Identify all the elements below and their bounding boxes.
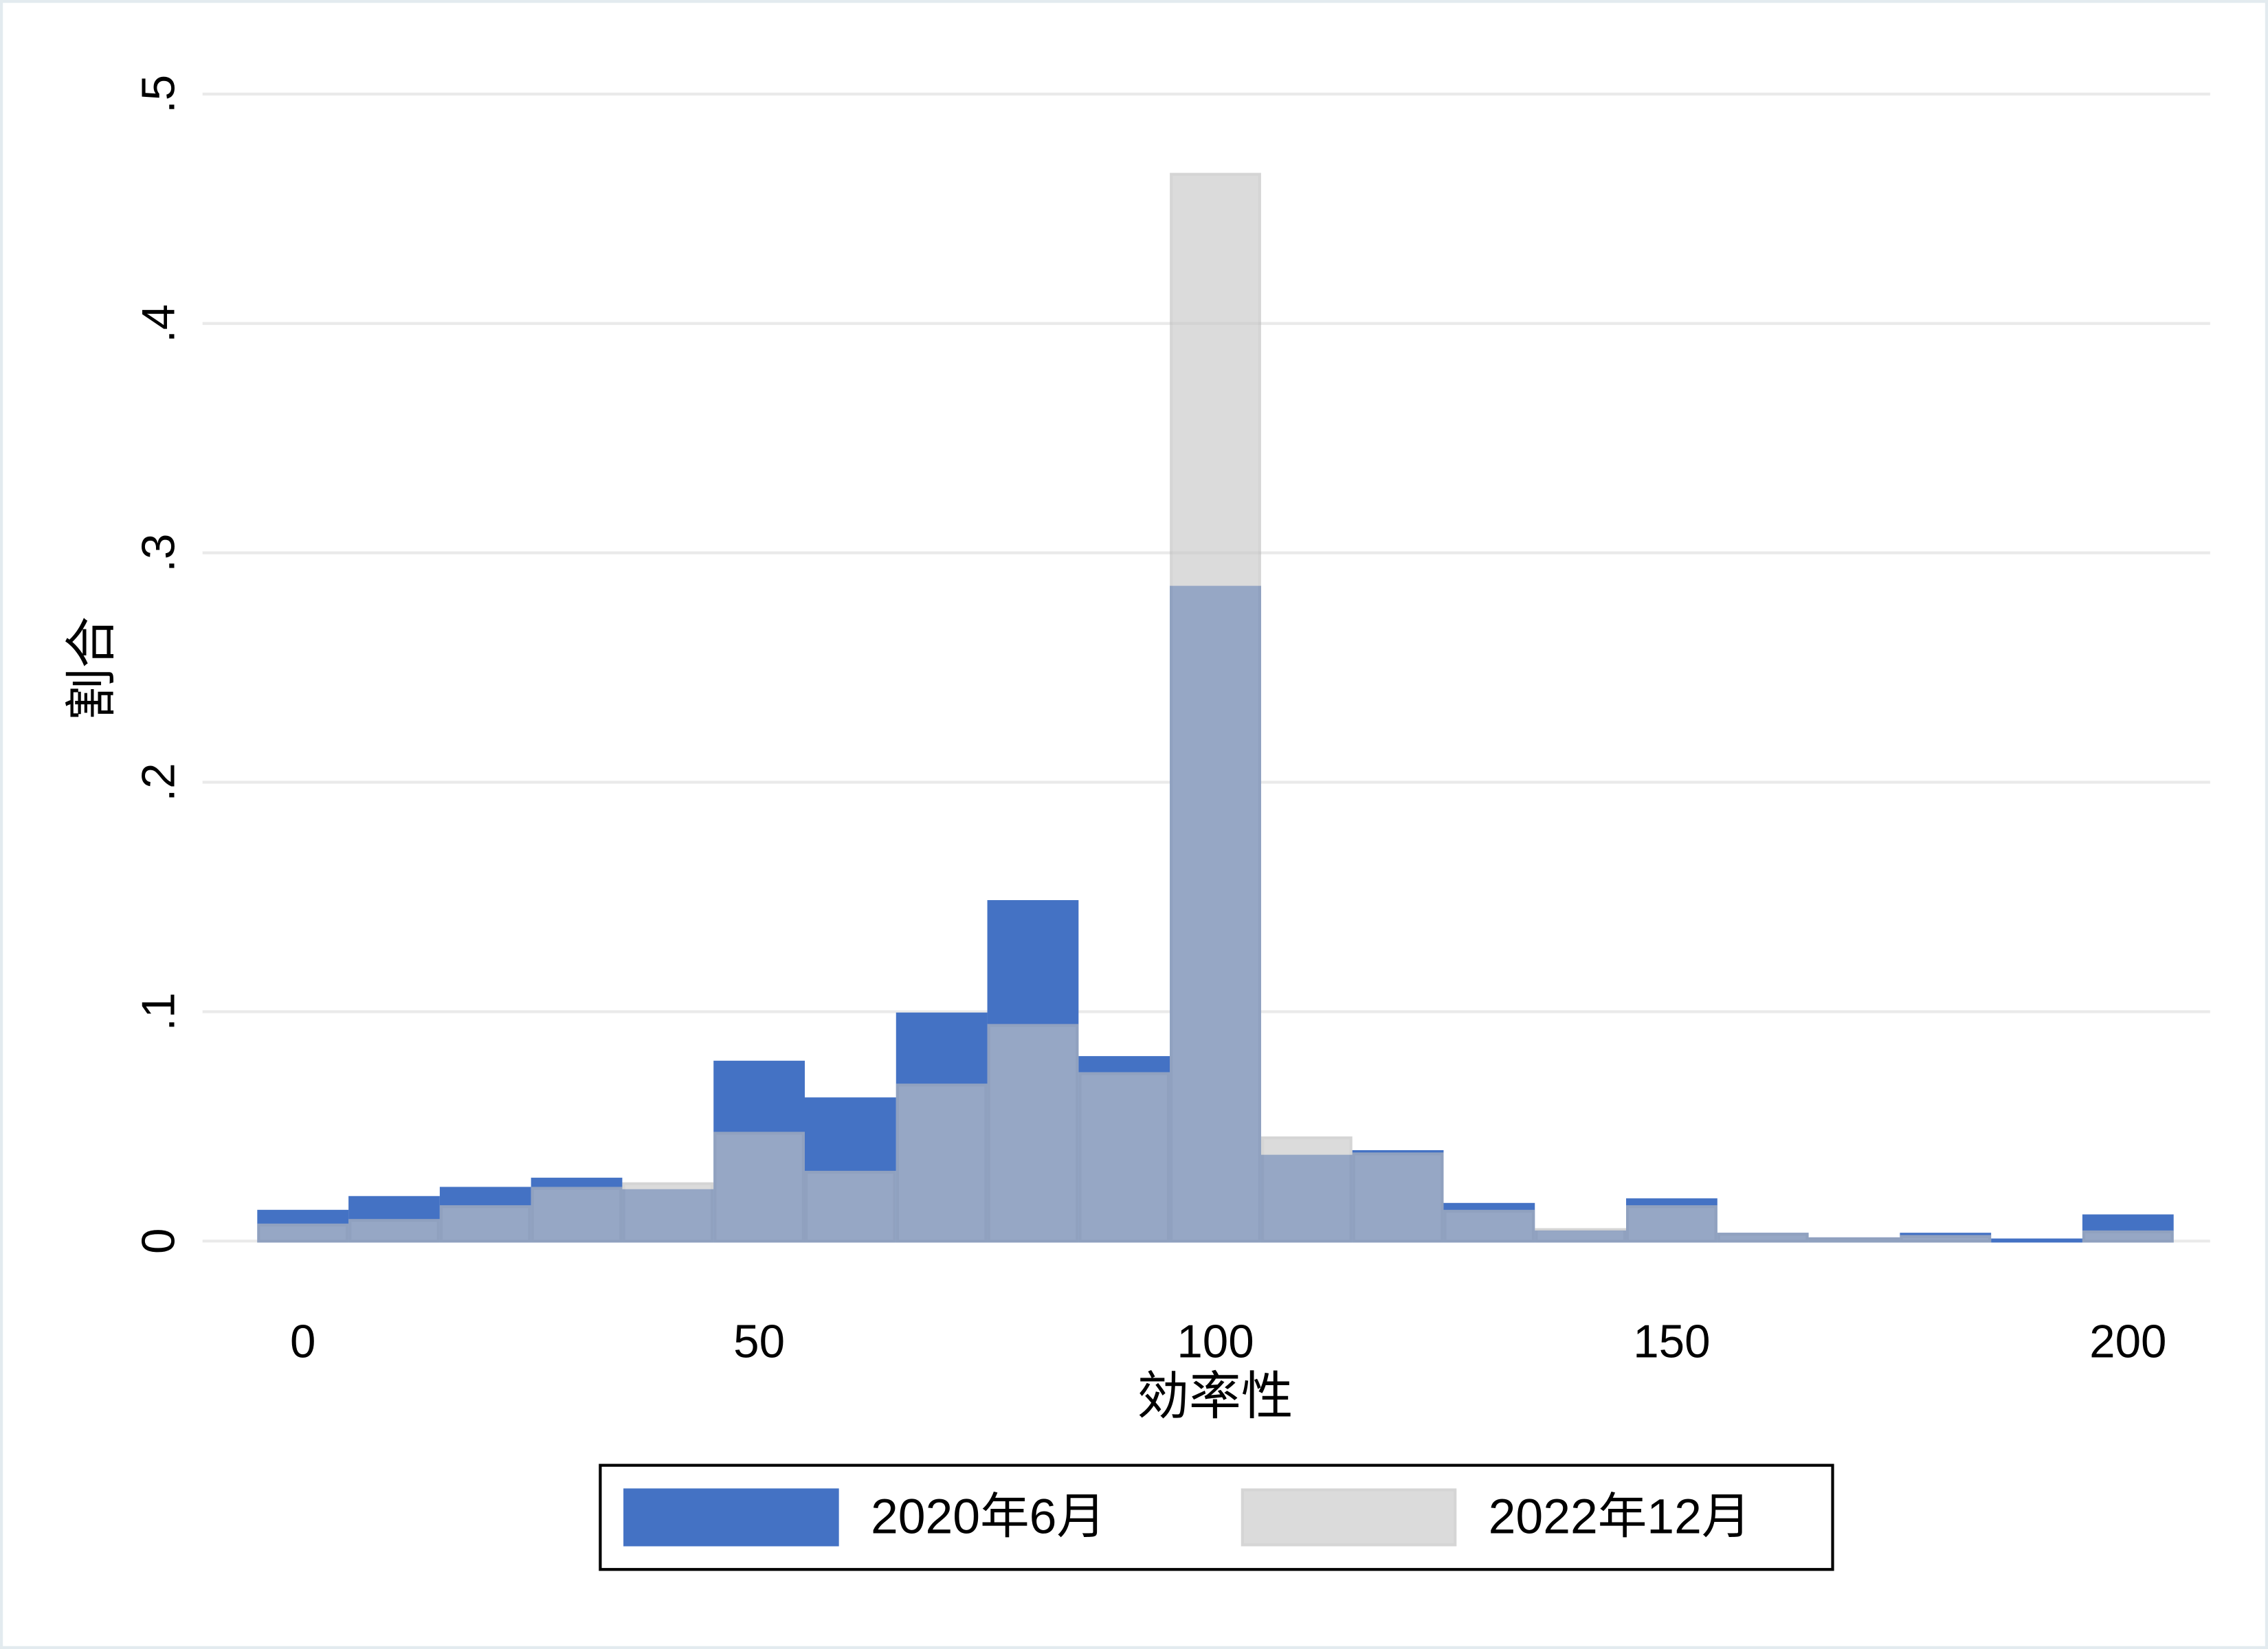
y-tick-label: .5 (133, 75, 185, 113)
bar (1170, 172, 1261, 1243)
x-tick-label: 150 (1633, 1316, 1710, 1368)
bar (1808, 1237, 1900, 1243)
x-tick-label: 0 (290, 1316, 315, 1368)
x-tick-label: 50 (733, 1316, 785, 1368)
bar (2082, 1230, 2174, 1243)
bar (804, 1171, 896, 1243)
legend-label: 2022年12月 (1489, 1490, 1751, 1545)
legend-swatch (1241, 1488, 1457, 1547)
x-axis-title: 効率性 (1137, 1367, 1293, 1426)
bar (1626, 1205, 1717, 1243)
y-tick-label: .3 (133, 534, 185, 572)
bar (531, 1187, 623, 1243)
bar (713, 1132, 805, 1243)
bar (1717, 1233, 1809, 1243)
bar (257, 1223, 349, 1243)
bar (1352, 1152, 1444, 1243)
x-tick-label: 200 (2089, 1316, 2166, 1368)
bar (1260, 1136, 1353, 1243)
bar (439, 1205, 531, 1243)
legend-label: 2020年6月 (871, 1490, 1106, 1545)
bar (1991, 1238, 2082, 1243)
bar (622, 1182, 714, 1243)
bar (348, 1219, 440, 1243)
bar (1443, 1209, 1535, 1243)
bar (987, 1024, 1079, 1243)
y-tick-label: .4 (133, 304, 185, 343)
y-tick-label: .2 (133, 763, 185, 801)
y-axis-title: 割合 (63, 616, 121, 721)
y-tick-label: 0 (133, 1229, 185, 1254)
bar (1535, 1228, 1627, 1243)
x-tick-label: 100 (1177, 1316, 1254, 1368)
legend-swatch (623, 1488, 839, 1547)
bar (1078, 1072, 1170, 1243)
bar (896, 1084, 988, 1243)
bar (1900, 1235, 1992, 1243)
series (257, 172, 2174, 1243)
y-tick-label: .1 (133, 992, 185, 1031)
